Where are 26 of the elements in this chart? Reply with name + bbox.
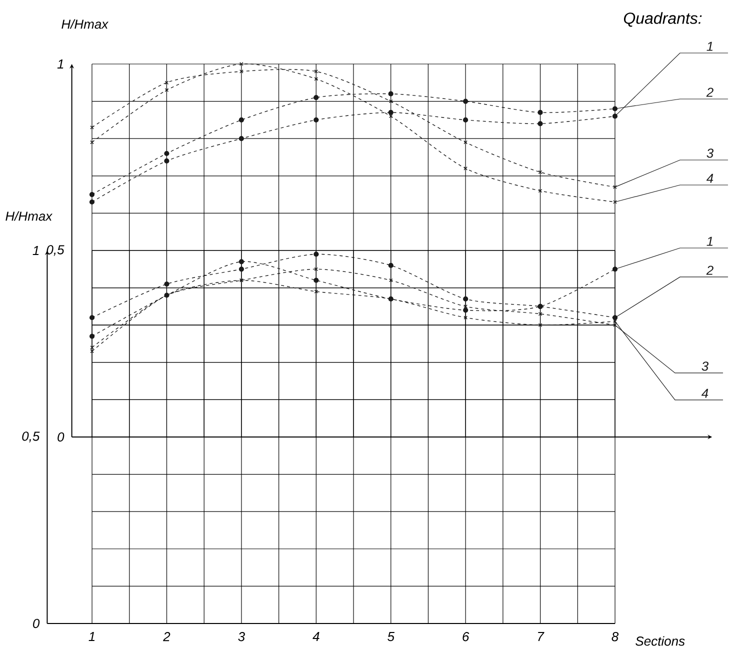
text: Quadrants: — [624, 12, 702, 27]
x-tick-label: 6 — [462, 632, 470, 642]
x-axis-title: Sections — [636, 636, 685, 646]
text: 4 — [706, 174, 714, 183]
text: 2 — [706, 88, 714, 97]
y-axis-title: H/Hmax — [62, 19, 109, 29]
text: 3 — [706, 148, 714, 158]
x-tick-label: 1 — [88, 632, 95, 641]
text: 1 — [706, 236, 713, 246]
y-tick-label: 1 — [32, 246, 39, 255]
text: 4 — [701, 388, 708, 398]
x-tick-label: 3 — [238, 632, 245, 642]
x-tick-label: 4 — [312, 632, 320, 641]
y-tick-label: 1 — [57, 60, 64, 68]
x-tick-label: 7 — [538, 632, 544, 641]
x-tick-label: 2 — [163, 632, 170, 642]
x-tick-label: 8 — [612, 632, 619, 642]
y-axis-title: H/Hmax — [6, 211, 53, 221]
y-tick-label: 0 — [33, 618, 40, 628]
x-tick-label: 5 — [388, 632, 395, 642]
text: 2 — [706, 266, 714, 275]
y-tick-label: 0 — [58, 432, 64, 442]
text: 1 — [706, 42, 713, 51]
y-tick-label: 0,5 — [22, 432, 40, 442]
text: 3 — [702, 362, 709, 371]
y-tick-label: 0,5 — [46, 245, 64, 256]
